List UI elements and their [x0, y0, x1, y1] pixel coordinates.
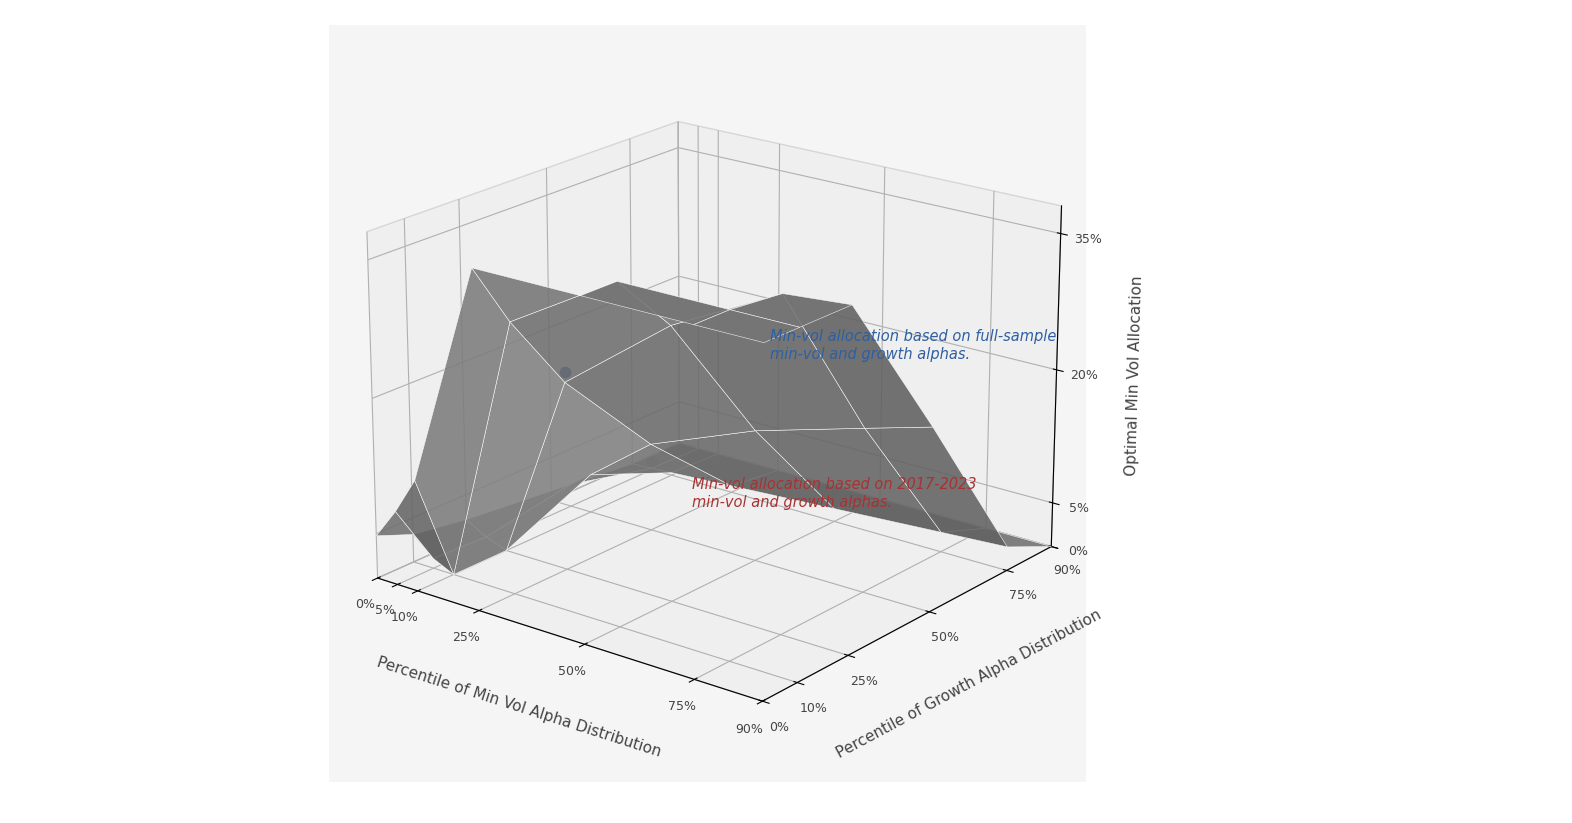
X-axis label: Percentile of Min Vol Alpha Distribution: Percentile of Min Vol Alpha Distribution [376, 654, 663, 760]
Y-axis label: Percentile of Growth Alpha Distribution: Percentile of Growth Alpha Distribution [833, 607, 1104, 761]
Text: Min-vol allocation based on full-sample
min-vol and growth alphas.: Min-vol allocation based on full-sample … [770, 329, 1056, 361]
Text: Min-vol allocation based on 2017-2023
min-vol and growth alphas.: Min-vol allocation based on 2017-2023 mi… [692, 477, 976, 509]
